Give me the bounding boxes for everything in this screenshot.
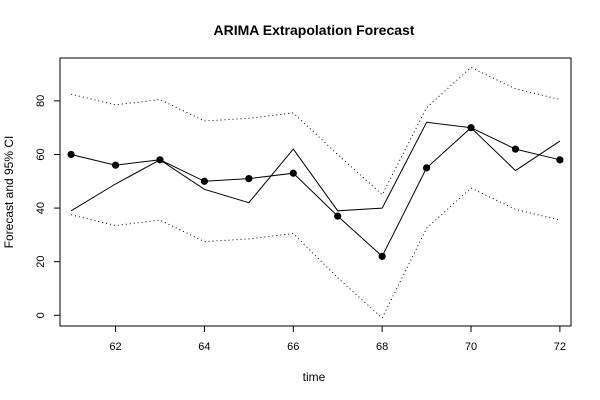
chart-title: ARIMA Extrapolation Forecast xyxy=(214,22,415,38)
forecast-point xyxy=(422,164,431,172)
x-axis-label: time xyxy=(303,370,326,384)
forecast-point xyxy=(111,161,120,169)
y-tick-label: 60 xyxy=(35,148,47,160)
forecast-point xyxy=(245,175,253,183)
y-axis-label: Forecast and 95% CI xyxy=(2,136,16,249)
series-line-upper-ci xyxy=(70,66,561,196)
forecast-point xyxy=(556,156,564,164)
series-layer xyxy=(67,66,564,319)
series-line-lower-ci xyxy=(70,187,561,319)
forecast-point xyxy=(200,177,209,185)
x-tick-label: 66 xyxy=(287,341,299,353)
forecast-point xyxy=(467,124,475,132)
forecast-point xyxy=(156,156,164,164)
y-tick-label: 20 xyxy=(35,256,47,268)
forecast-point xyxy=(67,150,75,159)
x-tick-label: 68 xyxy=(376,341,388,353)
series-line-forecast xyxy=(70,127,561,258)
x-tick-label: 64 xyxy=(198,341,210,353)
x-tick-label: 72 xyxy=(554,341,566,353)
axes: 62 64 66 68 70 72 0 20 40 60 80 xyxy=(35,95,566,353)
x-tick-label: 62 xyxy=(109,341,121,353)
series-line-actual xyxy=(70,121,561,212)
y-tick-label: 40 xyxy=(35,202,47,214)
forecast-point xyxy=(334,212,342,220)
forecast-point xyxy=(378,252,386,260)
forecast-point xyxy=(289,169,297,177)
x-tick-label: 70 xyxy=(465,341,477,353)
y-tick-label: 0 xyxy=(35,312,47,318)
plot-frame xyxy=(59,57,572,327)
y-tick-label: 80 xyxy=(35,95,47,107)
forecast-point xyxy=(511,145,520,153)
